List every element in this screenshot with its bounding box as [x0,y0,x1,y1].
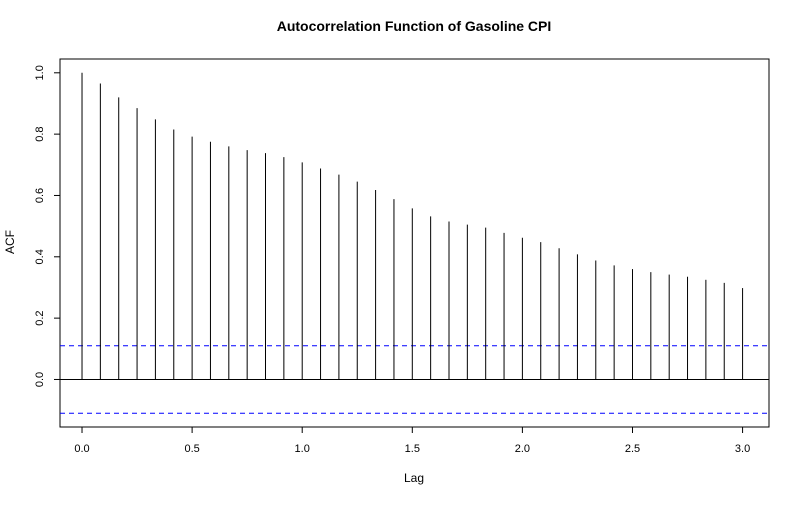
chart-title: Autocorrelation Function of Gasoline CPI [277,18,552,34]
plot-frame [59,58,770,428]
plot-layer: 0.0 0.5 1.0 1.5 2.0 2.5 3.0 0.0 0.2 0.4 0.6 0.8 1.0 [34,58,770,455]
y-tick-label: 0.6 [34,188,46,203]
y-axis-label: ACF [3,230,17,254]
x-tick-label: 3.0 [735,443,750,455]
x-axis-label: Lag [404,471,424,485]
y-tick-label: 0.4 [34,249,46,264]
x-tick-label: 2.5 [625,443,640,455]
x-tick-label: 1.5 [405,443,420,455]
y-tick-label: 0.0 [34,372,46,387]
y-tick-label: 1.0 [34,65,46,80]
x-tick-label: 2.0 [515,443,530,455]
x-tick-label: 0.0 [74,443,89,455]
y-tick-label: 0.2 [34,310,46,325]
y-tick-label: 0.8 [34,126,46,141]
x-tick-label: 1.0 [295,443,310,455]
x-tick-label: 0.5 [184,443,199,455]
